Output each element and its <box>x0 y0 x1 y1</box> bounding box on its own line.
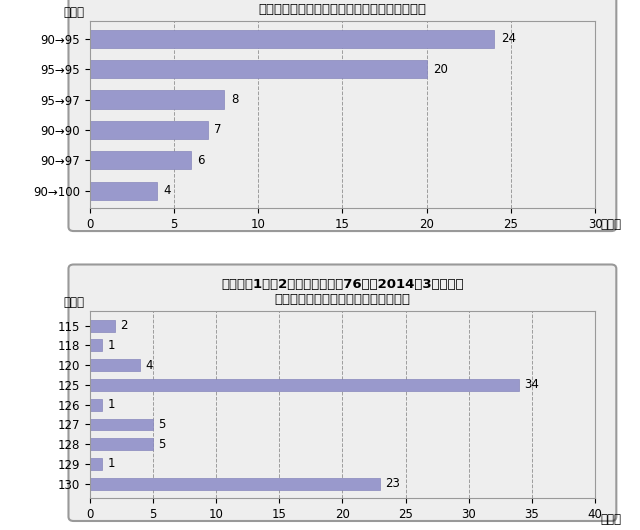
Text: （社）: （社） <box>600 513 621 526</box>
Text: 2: 2 <box>120 319 127 332</box>
Text: （円）: （円） <box>63 6 84 19</box>
Bar <box>90 91 225 109</box>
Bar <box>90 30 494 48</box>
Text: 23: 23 <box>385 478 400 490</box>
Text: 7: 7 <box>214 123 222 136</box>
Bar <box>90 320 115 331</box>
Text: 34: 34 <box>524 378 540 391</box>
Text: 1: 1 <box>108 339 115 352</box>
Text: 20: 20 <box>433 63 448 76</box>
Bar <box>90 121 207 139</box>
Title: 主な東証1部、2部上場メーカー76社　2014年3月期決算
下期以降の想定ユーロ為替レート分布: 主な東証1部、2部上場メーカー76社 2014年3月期決算 下期以降の想定ユーロ… <box>221 278 464 306</box>
Text: 4: 4 <box>145 359 153 372</box>
Bar <box>90 458 102 470</box>
Text: （社）: （社） <box>600 218 621 231</box>
Bar <box>90 438 153 450</box>
Bar <box>90 419 153 430</box>
Bar <box>90 60 427 78</box>
Text: 8: 8 <box>231 93 239 106</box>
Title: 主な東証1部、2部上場メーカー99社　2014年3月期決算
期初と下期以降の想定ドル為替レート変更状況: 主な東証1部、2部上場メーカー99社 2014年3月期決算 期初と下期以降の想定… <box>221 0 463 16</box>
Bar <box>90 379 520 391</box>
Bar <box>90 478 380 490</box>
Text: 4: 4 <box>164 184 172 197</box>
Bar <box>90 359 140 371</box>
Bar <box>90 339 102 351</box>
Text: 5: 5 <box>158 418 165 431</box>
Text: 5: 5 <box>158 438 165 450</box>
Bar <box>90 182 157 200</box>
Text: 6: 6 <box>198 154 205 167</box>
Text: （円）: （円） <box>63 296 84 310</box>
Bar <box>90 151 191 170</box>
Text: 1: 1 <box>108 398 115 411</box>
Text: 24: 24 <box>501 32 516 45</box>
Bar <box>90 399 102 411</box>
Text: 1: 1 <box>108 457 115 471</box>
